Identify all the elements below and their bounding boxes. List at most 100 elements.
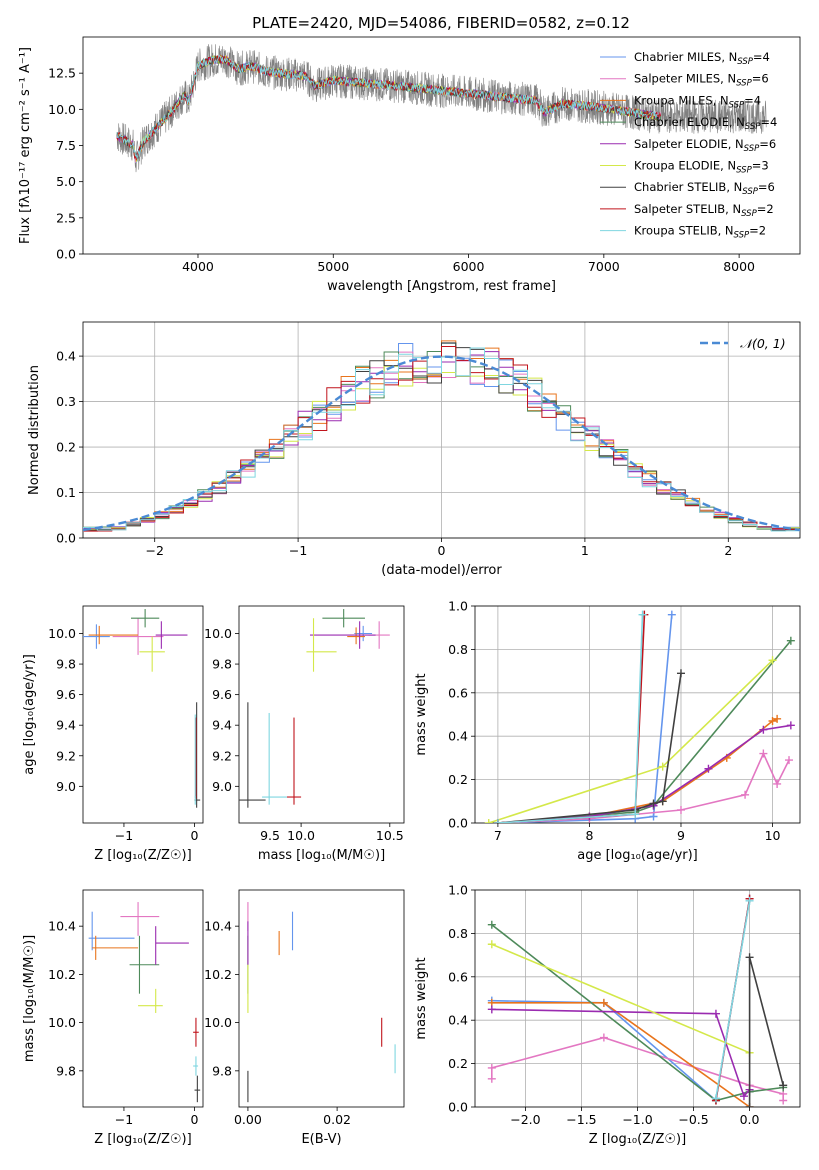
mass-weight-marker bbox=[487, 1074, 496, 1083]
mass_weight_vs_age-xlabel: age [log₁₀(age/yr)] bbox=[577, 848, 698, 863]
mass-weight-marker bbox=[638, 610, 647, 619]
errorbar-point bbox=[239, 702, 266, 808]
spectrum-ytick-label: 10.0 bbox=[48, 102, 76, 117]
mass-weight-marker bbox=[773, 779, 782, 788]
residuals-xtick-label: −1 bbox=[289, 543, 307, 558]
legend-label-sub: SSP bbox=[742, 187, 758, 197]
spectrum-xtick-label: 5000 bbox=[317, 259, 349, 274]
errorbar-point bbox=[155, 621, 188, 649]
mass_vs_Z-ytick-label: 10.2 bbox=[48, 967, 76, 982]
spectrum-xtick-label: 6000 bbox=[453, 259, 485, 274]
mass_vs_Z-ytick-label: 10.0 bbox=[48, 1015, 76, 1030]
age_vs_mass-xtick-label: 10.5 bbox=[376, 828, 404, 843]
errorbar-point bbox=[194, 714, 196, 805]
errorbar-point bbox=[262, 712, 287, 805]
gaussian-curve bbox=[83, 355, 800, 532]
residuals-xtick-label: 2 bbox=[724, 543, 732, 558]
mass-weight-marker bbox=[484, 819, 493, 823]
mass-weight-line bbox=[497, 614, 646, 823]
mass_vs_ebv-errorbars bbox=[247, 902, 396, 1103]
age_vs_Z-ytick-label: 10.0 bbox=[48, 626, 76, 641]
mass-weight-line bbox=[715, 900, 751, 1099]
mass-weight-marker bbox=[785, 756, 794, 765]
mass_weight_vs_Z-xtick-label: 0.0 bbox=[740, 1112, 760, 1127]
mass_weight_vs_age-xtick-label: 10 bbox=[765, 828, 781, 843]
age_vs_mass-ytick-label: 9.0 bbox=[212, 779, 232, 794]
mass_vs_Z-ytick-label: 9.8 bbox=[56, 1063, 76, 1078]
legend-label-suffix: =6 bbox=[758, 180, 775, 194]
mass_weight_vs_Z-series bbox=[487, 894, 788, 1107]
spectrum-axes: 4000 5000 6000 7000 8000 0.0 2.5 5.0 7.5 10.0 12.5… bbox=[18, 36, 801, 294]
age_vs_Z-ytick-label: 9.6 bbox=[56, 687, 76, 702]
mass-weight-line bbox=[491, 924, 784, 1102]
mass-weight-marker bbox=[745, 896, 754, 905]
mass_vs_Z-errorbars bbox=[88, 902, 201, 1103]
age_vs_mass-errorbars bbox=[239, 609, 390, 808]
errorbar-point bbox=[194, 1075, 201, 1103]
mass_weight_vs_Z-ytick-label: 0.2 bbox=[448, 1056, 468, 1071]
mass-weight-marker bbox=[667, 610, 676, 619]
spectrum-ytick-label: 7.5 bbox=[56, 138, 76, 153]
mass_vs_Z-ylabel: mass [log₁₀(M/M☉)] bbox=[22, 935, 37, 1062]
mass-weight-marker bbox=[741, 790, 750, 799]
mass-weight-marker bbox=[676, 805, 685, 814]
age_vs_mass-ytick-label: 9.8 bbox=[212, 657, 232, 672]
mass_vs_Z-frame bbox=[82, 889, 204, 1108]
mass-weight-marker bbox=[487, 1063, 496, 1072]
spectrum-xtick-label: 8000 bbox=[723, 259, 755, 274]
mass-weight-marker bbox=[759, 725, 768, 734]
legend-label-sub: SSP bbox=[744, 144, 760, 154]
age_vs_mass-ytick-label: 9.2 bbox=[212, 748, 232, 763]
mass_weight_vs_Z-xtick-label: −1.5 bbox=[566, 1112, 596, 1127]
residual-histograms bbox=[83, 340, 800, 532]
legend-label: Salpeter MILES, NSSP=6 bbox=[634, 72, 769, 89]
errorbar-point bbox=[120, 902, 160, 936]
mass-weight-line bbox=[497, 751, 790, 823]
legend-label: Kroupa STELIB, NSSP=2 bbox=[634, 224, 766, 241]
mass_weight_vs_age-xtick-label: 7 bbox=[494, 828, 502, 843]
age_vs_mass-xtick-label: 9.5 bbox=[260, 828, 280, 843]
mass_weight_vs_Z-xtick-label: −2.0 bbox=[510, 1112, 540, 1127]
legend-label-suffix: =6 bbox=[759, 137, 776, 151]
mass_weight_vs_Z-ytick-label: 1.0 bbox=[448, 883, 468, 898]
mass-weight-marker bbox=[759, 749, 768, 758]
errorbar-point bbox=[286, 717, 302, 805]
mass-weight-marker bbox=[711, 1009, 720, 1018]
legend-label-sub: SSP bbox=[745, 122, 761, 132]
residuals-axes: −2 −1 0 1 2 0.0 0.1 0.2 0.3 0.4 (data-model)/error… bbox=[27, 321, 801, 578]
residuals-ytick-label: 0.4 bbox=[56, 349, 76, 364]
mass_vs_ebv-ytick-label: 10.4 bbox=[204, 919, 232, 934]
mass_weight_vs_age-ytick-label: 0.4 bbox=[448, 729, 468, 744]
mass_weight_vs_age-series bbox=[484, 610, 795, 823]
mass_weight_vs_age-axes: 7 8 9 10 0.0 0.2 0.4 0.6 0.8 1.0 age [log₁₀(age/yr… bbox=[414, 599, 801, 863]
age_vs_mass-ytick-label: 10.0 bbox=[204, 626, 232, 641]
mass-weight-marker bbox=[599, 998, 608, 1007]
mass-weight-marker bbox=[773, 714, 782, 723]
mass-weight-marker bbox=[649, 812, 658, 821]
mass-weight-marker bbox=[676, 669, 685, 678]
legend-label-suffix: =3 bbox=[752, 159, 769, 173]
mass_vs_ebv-xtick-label: 0.00 bbox=[234, 1112, 262, 1127]
mass-weight-line bbox=[491, 943, 750, 1054]
mass_weight_vs_Z-ytick-label: 0.6 bbox=[448, 969, 468, 984]
age_vs_Z-xtick-label: −1 bbox=[115, 828, 133, 843]
mass_vs_ebv-ytick-label: 10.2 bbox=[204, 967, 232, 982]
residuals-ytick-label: 0.1 bbox=[56, 485, 76, 500]
mass-weight-marker bbox=[599, 1033, 608, 1042]
spectrum-ylabel: Flux [fλ10⁻¹⁷ erg cm⁻² s⁻¹ A⁻¹] bbox=[18, 47, 33, 244]
mass-weight-marker bbox=[493, 819, 502, 823]
errorbar-point bbox=[129, 935, 160, 994]
mass-weight-line bbox=[497, 614, 644, 823]
errorbar-point bbox=[131, 609, 160, 628]
legend-label-sub: SSP bbox=[737, 57, 753, 67]
model-spectrum-line bbox=[116, 54, 658, 159]
age_vs_Z-frame bbox=[82, 605, 204, 824]
mass_vs_ebv-xlabel: E(B-V) bbox=[301, 1132, 341, 1147]
residuals-ylabel: Normed distribution bbox=[27, 365, 42, 495]
mass-weight-marker bbox=[487, 1005, 496, 1014]
mass_weight_vs_Z-xtick-label: −1.0 bbox=[622, 1112, 652, 1127]
legend-label-suffix: =4 bbox=[760, 115, 777, 129]
residuals-ytick-label: 0.3 bbox=[56, 394, 76, 409]
mass-weight-marker bbox=[704, 764, 713, 773]
legend-label: Chabrier ELODIE, NSSP=4 bbox=[634, 115, 777, 132]
